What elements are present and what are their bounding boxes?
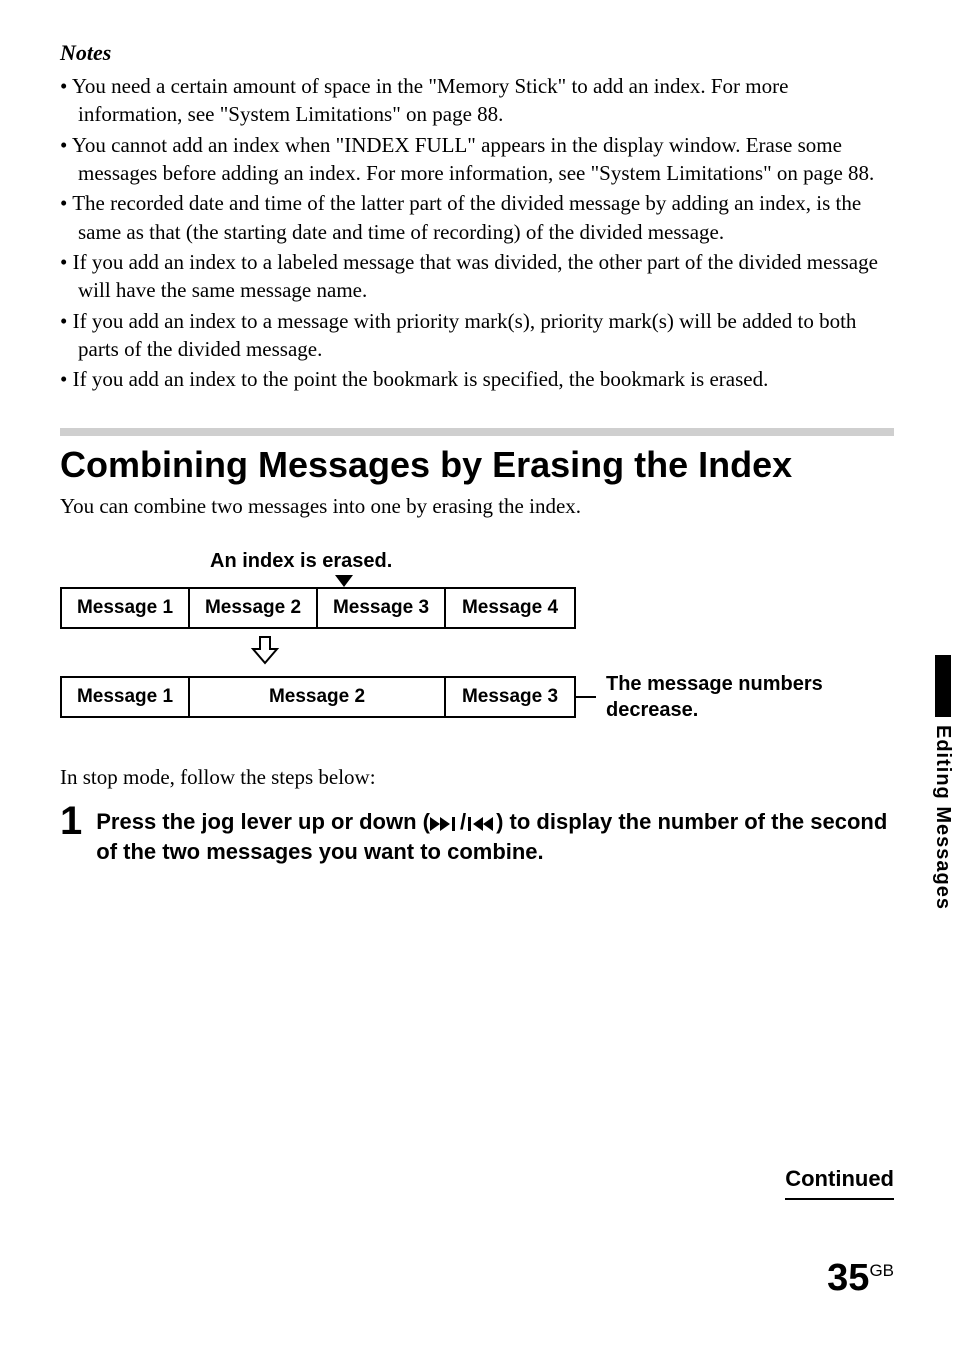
connector-line [574, 696, 596, 698]
section-title: Combining Messages by Erasing the Index [60, 444, 894, 486]
step-1: 1 Press the jog lever up or down (/) to … [60, 801, 894, 866]
page-number: 35GB [827, 1257, 894, 1300]
message-row-after: Message 1 Message 2 Message 3 [60, 676, 576, 718]
stopmode-text: In stop mode, follow the steps below: [60, 763, 894, 791]
msg-cell: Message 4 [446, 589, 574, 627]
page-suffix: GB [869, 1261, 894, 1280]
continued-label: Continued [785, 1166, 894, 1200]
combine-diagram: An index is erased. Message 1 Message 2 … [60, 550, 894, 723]
page-num-value: 35 [827, 1257, 869, 1299]
notes-heading: Notes [60, 40, 894, 66]
erase-label: An index is erased. [210, 550, 894, 573]
msg-cell: Message 3 [318, 589, 446, 627]
side-tab-bar [935, 655, 951, 717]
msg-cell: Message 1 [62, 589, 190, 627]
step-text: Press the jog lever up or down (/) to di… [96, 801, 894, 866]
notes-item: You cannot add an index when "INDEX FULL… [60, 131, 894, 188]
step-number: 1 [60, 801, 82, 866]
decrease-line2: decrease. [606, 699, 698, 721]
decrease-line1: The message numbers [606, 673, 823, 695]
notes-list: You need a certain amount of space in th… [60, 72, 894, 394]
message-row-before: Message 1 Message 2 Message 3 Message 4 [60, 587, 576, 629]
step-text-before: Press the jog lever up or down ( [96, 809, 430, 834]
msg-cell: Message 1 [62, 678, 190, 716]
notes-item: The recorded date and time of the latter… [60, 189, 894, 246]
down-triangle-icon [335, 575, 353, 587]
section-intro: You can combine two messages into one by… [60, 492, 894, 520]
decrease-label: The message numbers decrease. [606, 671, 823, 723]
notes-item: You need a certain amount of space in th… [60, 72, 894, 129]
side-tab: Editing Messages [931, 655, 954, 910]
side-tab-label: Editing Messages [931, 725, 954, 910]
rewind-icon [466, 817, 496, 831]
section-divider [60, 428, 894, 436]
outline-down-arrow-icon [250, 635, 894, 665]
msg-cell: Message 3 [446, 678, 574, 716]
notes-item: If you add an index to a message with pr… [60, 307, 894, 364]
msg-cell: Message 2 [190, 589, 318, 627]
msg-cell: Message 2 [190, 678, 446, 716]
notes-item: If you add an index to a labeled message… [60, 248, 894, 305]
fast-forward-icon [430, 817, 460, 831]
notes-item: If you add an index to the point the boo… [60, 365, 894, 393]
